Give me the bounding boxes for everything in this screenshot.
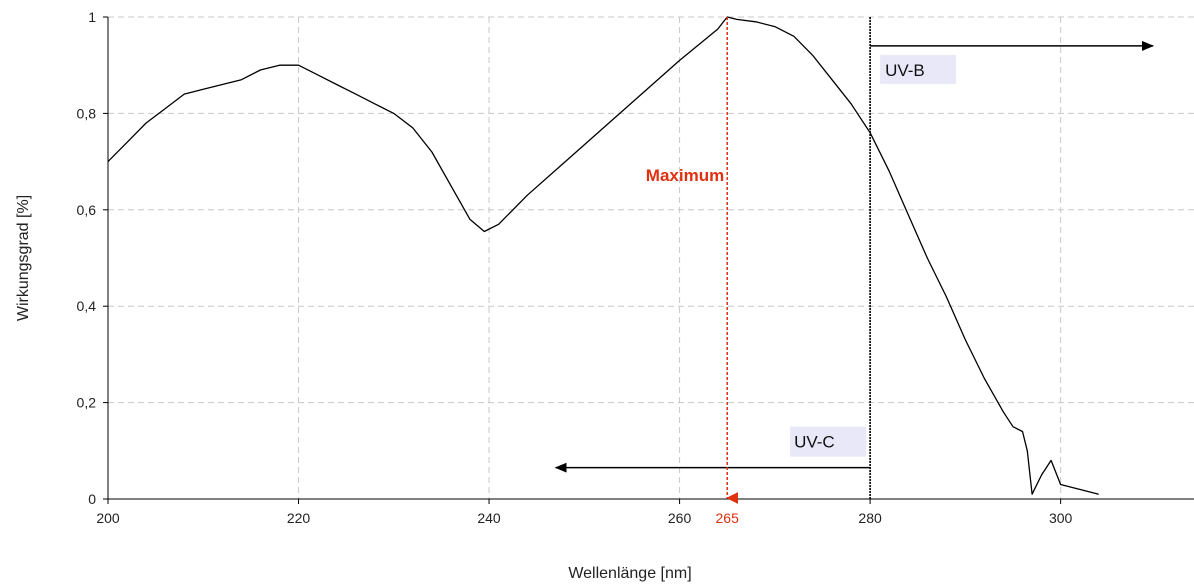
y-tick-label: 0,2 xyxy=(77,395,97,411)
y-tick-label: 0,8 xyxy=(77,105,97,121)
maximum-x-label: 265 xyxy=(716,510,740,526)
x-tick-label: 220 xyxy=(287,510,311,526)
maximum-label: Maximum xyxy=(646,166,724,185)
x-tick-label: 200 xyxy=(96,510,120,526)
x-tick-label: 260 xyxy=(668,510,692,526)
y-tick-label: 0,6 xyxy=(77,202,97,218)
uv-c-label: UV-C xyxy=(794,433,835,452)
x-axis-ticks: 200 220 240 260 280 300 xyxy=(96,499,1073,526)
y-axis-title: Wirkungsgrad [%] xyxy=(15,195,32,321)
uv-b-label: UV-B xyxy=(885,61,925,80)
y-axis-ticks: 0 0,2 0,4 0,6 0,8 1 xyxy=(77,9,108,507)
x-tick-label: 280 xyxy=(858,510,882,526)
annotations: UV-B UV-C Maximum 265 xyxy=(554,17,1154,526)
x-axis-title: Wellenlänge [nm] xyxy=(568,565,691,582)
uv-b-label-bg xyxy=(880,54,957,84)
y-tick-label: 0 xyxy=(88,491,96,507)
series-line xyxy=(107,16,1099,495)
axes xyxy=(107,17,1194,500)
grid-lines xyxy=(108,16,1194,499)
x-tick-label: 300 xyxy=(1049,510,1073,526)
uv-c-label-bg xyxy=(790,426,867,457)
series-group xyxy=(107,16,1099,495)
y-tick-label: 1 xyxy=(88,9,96,25)
y-tick-label: 0,4 xyxy=(77,298,97,314)
x-tick-label: 240 xyxy=(477,510,501,526)
